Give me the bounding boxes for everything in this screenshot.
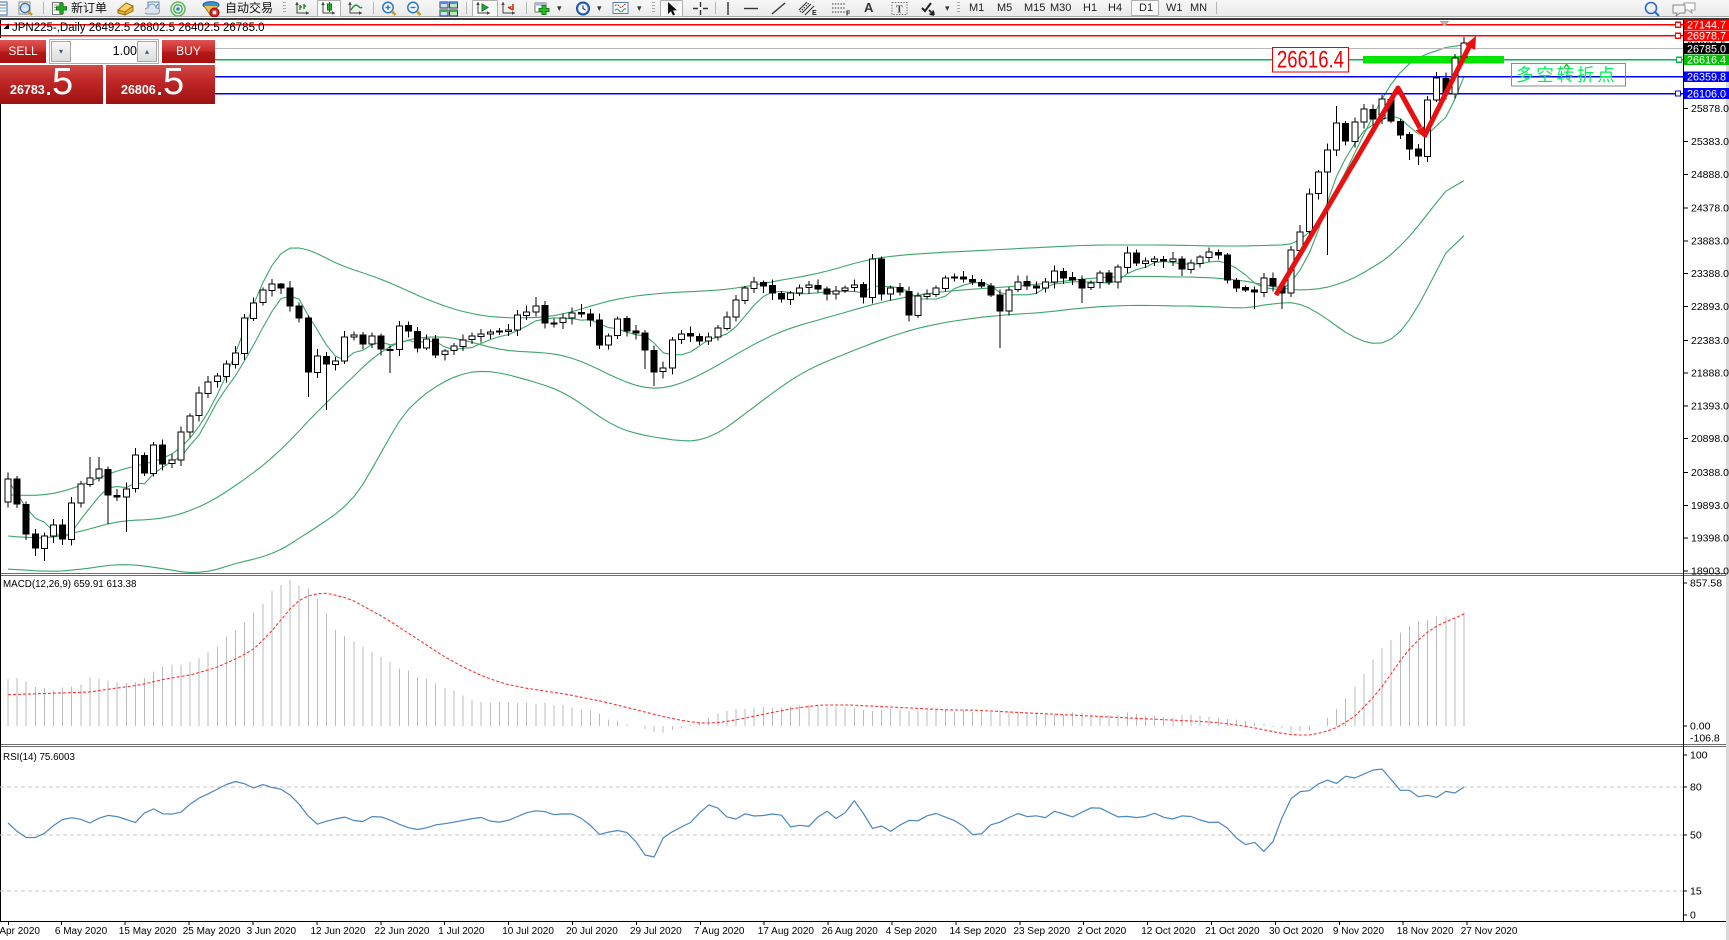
svg-text:26978.7: 26978.7 <box>1687 31 1726 43</box>
svg-text:1 Jul 2020: 1 Jul 2020 <box>438 926 485 937</box>
svg-text:12 Jun 2020: 12 Jun 2020 <box>311 926 366 937</box>
svg-text:23388.0: 23388.0 <box>1691 268 1729 280</box>
svg-text:26806.5: 26806.5 <box>1687 40 1726 52</box>
svg-text:25878.0: 25878.0 <box>1691 103 1729 115</box>
svg-text:857.58: 857.58 <box>1690 578 1722 590</box>
svg-text:4 Sep 2020: 4 Sep 2020 <box>886 926 938 937</box>
svg-text:26616.4: 26616.4 <box>1687 55 1726 67</box>
svg-text:0: 0 <box>1690 910 1696 922</box>
svg-text:26106.0: 26106.0 <box>1687 88 1726 100</box>
svg-text:23 Sep 2020: 23 Sep 2020 <box>1013 926 1070 937</box>
svg-text:80: 80 <box>1690 782 1702 794</box>
svg-text:15 May 2020: 15 May 2020 <box>119 926 177 937</box>
svg-text:20898.0: 20898.0 <box>1691 433 1729 445</box>
svg-text:29 Jul 2020: 29 Jul 2020 <box>630 926 682 937</box>
svg-text:T: T <box>896 5 903 16</box>
svg-text:22893.0: 22893.0 <box>1691 301 1729 313</box>
svg-text:7 Aug 2020: 7 Aug 2020 <box>694 926 745 937</box>
svg-text:17 Aug 2020: 17 Aug 2020 <box>758 926 815 937</box>
svg-text:100: 100 <box>1690 750 1708 762</box>
svg-text:0.00: 0.00 <box>1690 721 1711 733</box>
svg-text:27144.7: 27144.7 <box>1687 20 1726 32</box>
svg-text:22 Jun 2020: 22 Jun 2020 <box>374 926 429 937</box>
svg-text:30 Oct 2020: 30 Oct 2020 <box>1269 926 1324 937</box>
svg-text:26 Aug 2020: 26 Aug 2020 <box>822 926 879 937</box>
svg-text:19398.0: 19398.0 <box>1691 533 1729 545</box>
svg-text:50: 50 <box>1690 830 1702 842</box>
svg-text:19893.0: 19893.0 <box>1691 500 1729 512</box>
svg-text:24378.0: 24378.0 <box>1691 203 1729 215</box>
svg-text:9 Nov 2020: 9 Nov 2020 <box>1333 926 1385 937</box>
svg-text:多空转折点: 多空转折点 <box>1516 65 1618 85</box>
svg-text:F: F <box>846 11 851 18</box>
svg-text:25383.0: 25383.0 <box>1691 136 1729 148</box>
svg-text:21393.0: 21393.0 <box>1691 400 1729 412</box>
svg-text:14 Sep 2020: 14 Sep 2020 <box>950 926 1007 937</box>
svg-text:18 Nov 2020: 18 Nov 2020 <box>1397 926 1454 937</box>
svg-text:3 Jun 2020: 3 Jun 2020 <box>247 926 297 937</box>
svg-text:MACD(12,26,9) 659.91 613.38: MACD(12,26,9) 659.91 613.38 <box>3 579 137 590</box>
svg-text:E: E <box>812 10 817 17</box>
svg-text:6 May 2020: 6 May 2020 <box>55 926 108 937</box>
svg-text:10 Jul 2020: 10 Jul 2020 <box>502 926 554 937</box>
svg-text:12 Oct 2020: 12 Oct 2020 <box>1141 926 1196 937</box>
svg-text:27 Nov 2020: 27 Nov 2020 <box>1461 926 1518 937</box>
svg-text:-106.8: -106.8 <box>1690 733 1720 745</box>
svg-text:26785.0: 26785.0 <box>1687 43 1726 55</box>
svg-text:15: 15 <box>1690 886 1702 898</box>
svg-text:25 May 2020: 25 May 2020 <box>183 926 241 937</box>
svg-text:JPN225-,Daily 26492.5 26802.5: JPN225-,Daily 26492.5 26802.5 26402.5 26… <box>12 22 265 34</box>
svg-text:RSI(14) 75.6003: RSI(14) 75.6003 <box>3 752 75 763</box>
svg-text:20388.0: 20388.0 <box>1691 467 1729 479</box>
svg-text:23883.0: 23883.0 <box>1691 235 1729 247</box>
svg-text:21888.0: 21888.0 <box>1691 368 1729 380</box>
svg-text:2 Oct 2020: 2 Oct 2020 <box>1077 926 1126 937</box>
svg-text:18903.0: 18903.0 <box>1691 565 1729 577</box>
svg-text:26359.8: 26359.8 <box>1687 72 1726 84</box>
svg-text:27 Apr 2020: 27 Apr 2020 <box>0 926 40 937</box>
svg-text:21 Oct 2020: 21 Oct 2020 <box>1205 926 1260 937</box>
svg-text:22383.0: 22383.0 <box>1691 335 1729 347</box>
svg-text:26616.4: 26616.4 <box>1277 47 1344 74</box>
svg-text:24888.0: 24888.0 <box>1691 169 1729 181</box>
svg-text:20 Jul 2020: 20 Jul 2020 <box>566 926 618 937</box>
